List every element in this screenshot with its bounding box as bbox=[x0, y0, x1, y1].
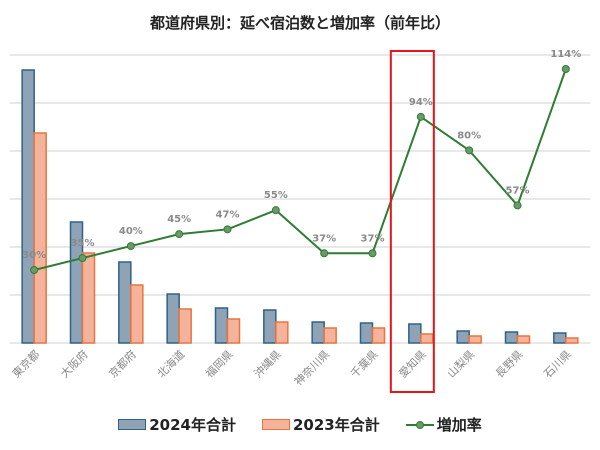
x-axis-label: 北海道 bbox=[154, 347, 187, 380]
bar-2023[interactable] bbox=[226, 318, 241, 344]
rate-marker[interactable] bbox=[126, 242, 135, 251]
x-axis-label: 福岡県 bbox=[202, 347, 235, 380]
bar-2024[interactable] bbox=[263, 309, 277, 344]
rate-marker[interactable] bbox=[561, 65, 570, 73]
legend-item-2023[interactable]: 2023年合計 bbox=[261, 414, 380, 435]
rate-data-label: 35% bbox=[71, 238, 95, 249]
rate-data-label: 114% bbox=[550, 49, 581, 60]
bar-2023[interactable] bbox=[275, 321, 289, 344]
legend-label-2024: 2024年合計 bbox=[149, 416, 236, 434]
rate-marker[interactable] bbox=[271, 206, 280, 215]
bar-2023[interactable] bbox=[130, 284, 144, 344]
rate-marker[interactable] bbox=[30, 266, 39, 274]
bar-2023[interactable] bbox=[33, 132, 47, 344]
x-axis-label: 石川県 bbox=[541, 348, 574, 381]
rate-marker[interactable] bbox=[513, 201, 522, 210]
bar-2024[interactable] bbox=[408, 323, 422, 344]
rate-data-label: 57% bbox=[506, 185, 530, 196]
x-axis-label: 愛知県 bbox=[396, 347, 429, 380]
rate-data-label: 30% bbox=[22, 250, 46, 261]
rate-data-label: 94% bbox=[409, 97, 433, 108]
legend-line-marker-icon bbox=[405, 419, 434, 431]
rate-marker[interactable] bbox=[175, 230, 184, 239]
legend-label-rate: 増加率 bbox=[436, 416, 482, 434]
x-axis-label: 京都府 bbox=[106, 347, 139, 380]
bar-2023[interactable] bbox=[468, 335, 482, 344]
bar-2024[interactable] bbox=[21, 69, 35, 344]
rate-line bbox=[33, 68, 567, 271]
legend-label-2023: 2023年合計 bbox=[292, 416, 380, 434]
rate-marker[interactable] bbox=[416, 112, 425, 121]
bar-2024[interactable] bbox=[166, 293, 180, 344]
rate-data-label: 37% bbox=[361, 233, 385, 244]
bar-2024[interactable] bbox=[311, 321, 325, 344]
x-axis-label: 長野県 bbox=[493, 348, 526, 381]
rate-data-label: 45% bbox=[167, 214, 191, 225]
rate-marker[interactable] bbox=[78, 254, 87, 263]
rate-data-label: 47% bbox=[216, 209, 240, 220]
bar-2024[interactable] bbox=[504, 331, 519, 344]
rate-data-label: 55% bbox=[264, 190, 288, 201]
rate-marker[interactable] bbox=[465, 146, 474, 155]
rate-data-label: 40% bbox=[119, 226, 143, 237]
rate-marker[interactable] bbox=[368, 249, 377, 258]
legend: 2024年合計 2023年合計 増加率 bbox=[0, 414, 600, 435]
bar-2023[interactable] bbox=[81, 252, 96, 344]
bar-2023[interactable] bbox=[516, 335, 531, 344]
bar-2024[interactable] bbox=[214, 307, 229, 344]
chart-title: 都道府県別：延べ宿泊数と増加率（前年比） bbox=[149, 14, 450, 32]
x-axis-label: 沖縄県 bbox=[251, 347, 284, 380]
rate-data-label: 37% bbox=[312, 233, 336, 244]
rate-data-label: 80% bbox=[457, 130, 481, 141]
rate-marker[interactable] bbox=[223, 225, 232, 234]
legend-item-2024[interactable]: 2024年合計 bbox=[118, 414, 236, 435]
x-axis-label: 千葉県 bbox=[347, 347, 380, 380]
x-axis-label: 東京都 bbox=[9, 347, 42, 380]
bar-2023[interactable] bbox=[323, 327, 337, 344]
highlight-box bbox=[389, 50, 435, 393]
bar-2023[interactable] bbox=[371, 327, 386, 344]
bar-2024[interactable] bbox=[359, 322, 374, 344]
bar-2024[interactable] bbox=[553, 332, 567, 344]
x-axis-label: 神奈川県 bbox=[291, 347, 332, 388]
x-axis-label: 大阪府 bbox=[57, 347, 90, 380]
bar-2023[interactable] bbox=[565, 337, 579, 344]
rate-marker[interactable] bbox=[320, 249, 329, 258]
bar-2024[interactable] bbox=[456, 330, 470, 344]
bar-2023[interactable] bbox=[420, 333, 434, 344]
legend-item-rate[interactable]: 増加率 bbox=[405, 414, 482, 435]
bar-2023[interactable] bbox=[178, 308, 192, 344]
legend-swatch-2024 bbox=[118, 419, 147, 430]
legend-swatch-2023 bbox=[261, 419, 290, 430]
x-axis-label: 山梨県 bbox=[444, 347, 477, 380]
plot-area: 東京都 大阪府 京都府 北海道 福岡県 沖縄県 神奈川県 千葉県 愛知県 山梨県 長野県 石川県 30%… bbox=[9, 49, 590, 393]
bar-2024[interactable] bbox=[118, 261, 132, 344]
